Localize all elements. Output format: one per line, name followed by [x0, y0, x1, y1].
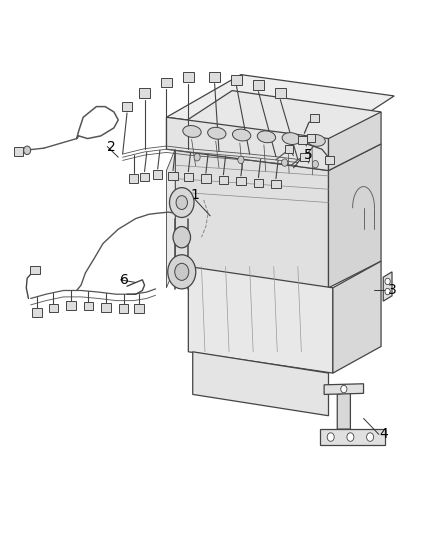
- Text: 2: 2: [107, 140, 116, 154]
- Polygon shape: [175, 149, 328, 288]
- Circle shape: [24, 146, 31, 155]
- FancyBboxPatch shape: [307, 133, 315, 141]
- Ellipse shape: [307, 134, 325, 146]
- Text: 5: 5: [304, 148, 313, 161]
- Polygon shape: [193, 352, 328, 416]
- FancyBboxPatch shape: [271, 180, 281, 188]
- Circle shape: [347, 433, 354, 441]
- Ellipse shape: [183, 126, 201, 138]
- Circle shape: [385, 288, 390, 295]
- Text: 1: 1: [191, 188, 199, 201]
- FancyBboxPatch shape: [231, 75, 242, 85]
- Circle shape: [170, 188, 194, 217]
- FancyBboxPatch shape: [49, 304, 58, 312]
- FancyBboxPatch shape: [209, 72, 220, 82]
- FancyBboxPatch shape: [285, 145, 293, 154]
- Text: 3: 3: [388, 284, 396, 297]
- Polygon shape: [320, 429, 385, 445]
- FancyBboxPatch shape: [183, 72, 194, 82]
- FancyBboxPatch shape: [119, 304, 128, 313]
- FancyBboxPatch shape: [161, 78, 172, 87]
- Circle shape: [312, 160, 318, 168]
- Polygon shape: [337, 392, 350, 429]
- Polygon shape: [383, 272, 392, 301]
- Polygon shape: [166, 75, 394, 139]
- FancyBboxPatch shape: [275, 88, 286, 98]
- FancyBboxPatch shape: [32, 308, 42, 317]
- Circle shape: [282, 159, 288, 166]
- Circle shape: [367, 433, 374, 441]
- FancyBboxPatch shape: [139, 88, 150, 98]
- Polygon shape: [333, 261, 381, 373]
- FancyBboxPatch shape: [30, 266, 40, 274]
- FancyBboxPatch shape: [140, 173, 149, 181]
- Text: 4: 4: [379, 427, 388, 441]
- Ellipse shape: [257, 131, 276, 143]
- FancyBboxPatch shape: [84, 302, 93, 310]
- FancyBboxPatch shape: [153, 170, 162, 179]
- Polygon shape: [328, 112, 381, 171]
- Circle shape: [327, 433, 334, 441]
- FancyBboxPatch shape: [254, 179, 263, 187]
- FancyBboxPatch shape: [101, 303, 111, 312]
- Text: 6: 6: [120, 273, 129, 287]
- Ellipse shape: [208, 127, 226, 139]
- Circle shape: [168, 255, 196, 289]
- FancyBboxPatch shape: [310, 114, 319, 122]
- Polygon shape: [324, 384, 364, 394]
- FancyBboxPatch shape: [201, 174, 211, 183]
- Circle shape: [238, 156, 244, 164]
- Polygon shape: [188, 266, 333, 373]
- Polygon shape: [166, 149, 175, 288]
- FancyBboxPatch shape: [253, 80, 264, 90]
- FancyBboxPatch shape: [184, 173, 193, 181]
- FancyBboxPatch shape: [134, 304, 144, 313]
- Circle shape: [385, 278, 390, 285]
- FancyBboxPatch shape: [66, 301, 76, 310]
- Ellipse shape: [233, 129, 251, 141]
- FancyBboxPatch shape: [236, 177, 246, 185]
- Circle shape: [173, 227, 191, 248]
- FancyBboxPatch shape: [14, 147, 23, 156]
- Polygon shape: [166, 117, 328, 171]
- FancyBboxPatch shape: [325, 156, 334, 164]
- FancyBboxPatch shape: [122, 102, 132, 111]
- Circle shape: [175, 263, 189, 280]
- Circle shape: [194, 154, 200, 161]
- FancyBboxPatch shape: [219, 176, 228, 184]
- Polygon shape: [328, 144, 381, 288]
- FancyBboxPatch shape: [300, 152, 309, 161]
- Circle shape: [176, 196, 187, 209]
- FancyBboxPatch shape: [129, 174, 138, 183]
- Circle shape: [341, 385, 347, 393]
- FancyBboxPatch shape: [168, 172, 178, 180]
- Polygon shape: [175, 91, 381, 149]
- FancyBboxPatch shape: [298, 135, 307, 143]
- Ellipse shape: [282, 133, 300, 144]
